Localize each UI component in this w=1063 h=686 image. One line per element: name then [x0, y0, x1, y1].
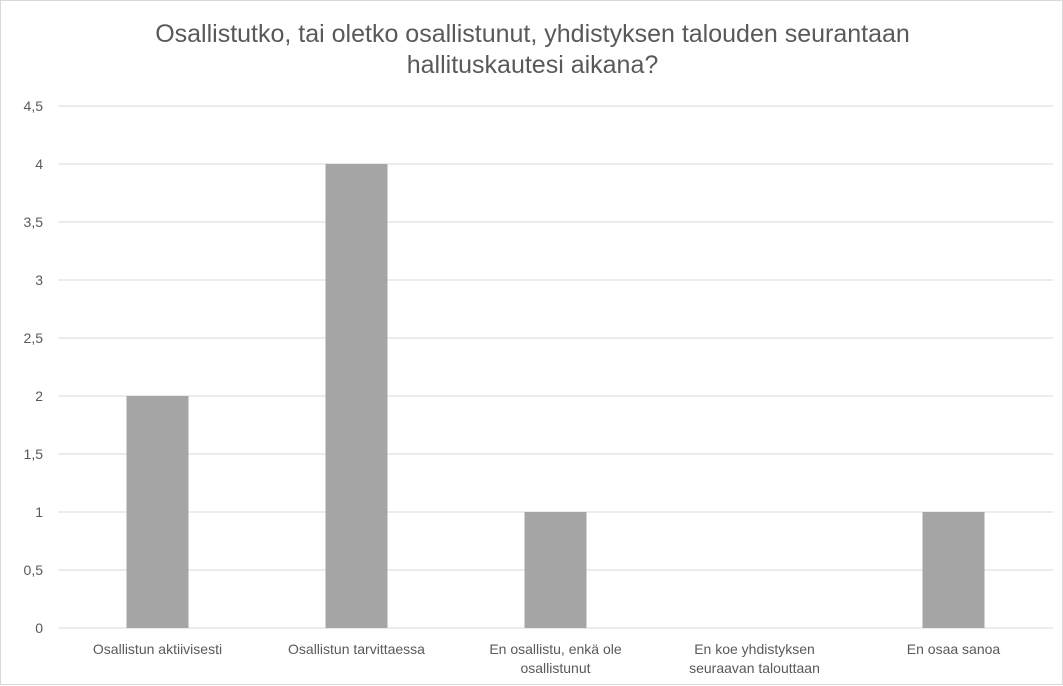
category-label: Osallistun aktiivisesti: [93, 641, 222, 657]
category-label-line: En koe yhdistyksen: [694, 641, 815, 657]
y-tick-label: 1,5: [24, 446, 44, 462]
category-label-line: En osallistu, enkä ole: [489, 641, 622, 657]
chart-title: Osallistutko, tai oletko osallistunut, y…: [1, 19, 1063, 81]
chart-title-line-1: Osallistutko, tai oletko osallistunut, y…: [155, 20, 910, 48]
category-label-line: En osaa sanoa: [907, 641, 1001, 657]
bar: [922, 512, 985, 628]
chart-title-line-2: hallituskautesi aikana?: [406, 51, 659, 79]
y-tick-label: 0: [35, 620, 43, 636]
category-label: Osallistun tarvittaessa: [288, 641, 425, 657]
bar: [126, 396, 189, 628]
y-tick-label: 4,5: [24, 98, 44, 114]
bar: [325, 164, 388, 628]
category-label-line: Osallistun aktiivisesti: [93, 641, 222, 657]
category-label: En koe yhdistyksen seuraavan talouttaan: [689, 641, 820, 676]
y-tick-label: 2: [35, 388, 43, 404]
category-label-line: Osallistun tarvittaessa: [288, 641, 425, 657]
y-tick-label: 1: [35, 504, 43, 520]
y-tick-label: 4: [35, 156, 43, 172]
y-tick-label: 0,5: [24, 562, 44, 578]
y-tick-label: 3,5: [24, 214, 44, 230]
y-tick-label: 2,5: [24, 330, 44, 346]
category-label: En osaa sanoa: [907, 641, 1001, 657]
category-label-line: osallistunut: [520, 660, 590, 676]
category-label-line: seuraavan talouttaan: [689, 660, 820, 676]
y-tick-label: 3: [35, 272, 43, 288]
category-label: En osallistu, enkä ole osallistunut: [489, 641, 622, 676]
bar: [524, 512, 587, 628]
